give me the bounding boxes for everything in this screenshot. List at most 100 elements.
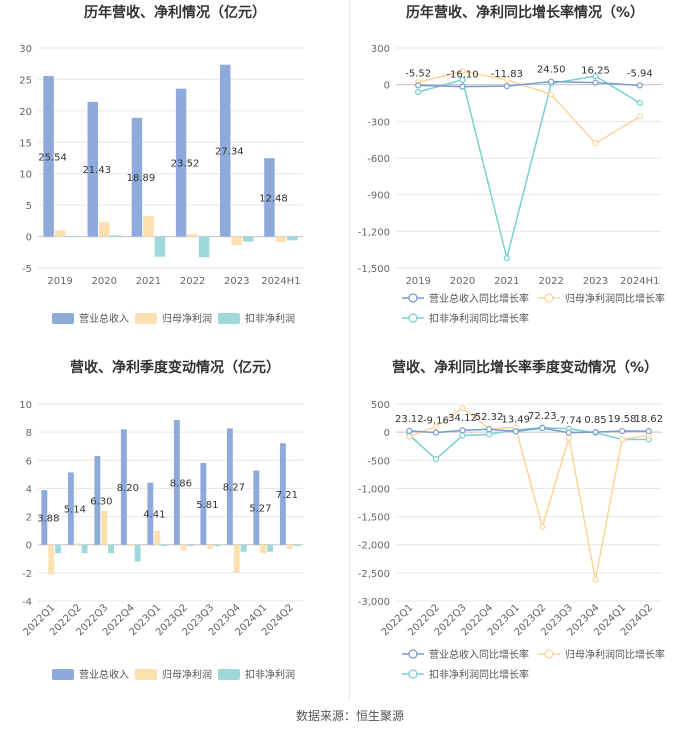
chart-title: 历年营收、净利情况（亿元） [84, 4, 266, 21]
data-point [459, 404, 466, 412]
data-label: 7.21 [276, 490, 298, 501]
data-point [636, 99, 643, 107]
data-point [592, 140, 599, 147]
data-point [459, 68, 466, 75]
legend-label: 营业总收入同比增长率 [429, 648, 529, 661]
data-point [486, 426, 493, 433]
data-point [592, 428, 599, 436]
bar-net-profit [74, 543, 81, 545]
data-label: 52.32 [475, 412, 504, 423]
y-tick-label: 15 [19, 138, 32, 149]
legend-swatch-icon [218, 313, 240, 324]
bar-revenue [120, 429, 127, 545]
y-tick-label: 4 [26, 484, 32, 495]
bar-revenue [94, 456, 101, 545]
data-label: -16.10 [446, 70, 478, 81]
data-label: -7.74 [556, 416, 582, 427]
bar-revenue [226, 428, 233, 545]
x-tick-label: 2024H1 [620, 276, 659, 287]
bar-revenue [147, 482, 154, 545]
y-tick-label: 5 [26, 201, 32, 212]
bar-net-profit [180, 544, 187, 551]
series-line-deducted-line [417, 75, 641, 259]
x-tick-label: 2021 [136, 276, 161, 287]
x-tick-label: 2022 [538, 276, 563, 287]
data-label: 8.20 [117, 483, 139, 494]
bar-deducted-profit [66, 235, 77, 237]
bar-deducted-profit [134, 544, 141, 562]
series-line-net-profit_line [417, 70, 641, 145]
data-label: 12.48 [259, 193, 288, 204]
series-line-revenue-line [418, 80, 640, 88]
legend-swatch-icon [218, 669, 240, 680]
y-tick-label: 20 [19, 107, 32, 118]
data-point [459, 432, 466, 439]
data-point [636, 82, 643, 89]
data-label: -5.52 [405, 68, 431, 79]
x-tick-label: 2023 [583, 276, 608, 287]
bar-net-profit [275, 236, 287, 243]
data-label: 34.12 [448, 413, 477, 424]
data-point [432, 456, 440, 463]
data-label: -11.83 [491, 69, 523, 80]
data-label: 18.89 [127, 173, 156, 184]
annual-growth-chart: 历年营收、净利同比增长率情况（%） 300 0 -300 -600 -900 -1,200 -… [358, 4, 665, 325]
data-point [565, 429, 572, 436]
bar-net-profit [187, 234, 198, 237]
data-label: 72.23 [528, 411, 557, 422]
bar-net-profit [207, 544, 214, 549]
y-tick-label: -1,000 [358, 484, 390, 495]
legend-label: 营业总收入 [79, 668, 129, 681]
data-label: 5.14 [64, 505, 86, 516]
data-point [415, 88, 422, 96]
data-point [432, 423, 440, 430]
data-point [548, 91, 555, 98]
chart-title: 历年营收、净利同比增长率情况（%） [406, 4, 644, 21]
bar-revenue [67, 472, 74, 545]
data-point [486, 431, 493, 438]
series-line-net-profit_line [409, 407, 649, 580]
bar-deducted-profit [154, 236, 166, 257]
bar-deducted-profit [240, 544, 247, 552]
data-source-label: 数据来源：恒生聚源 [295, 709, 404, 723]
annual-values-chart-panel: 历年营收、净利情况（亿元） -5 0 5 10 15 20 25 30 2019 2020 2021 2… [0, 0, 350, 350]
x-tick-label: 2024H1 [261, 276, 300, 287]
bar-net-profit [101, 510, 108, 545]
quarterly-values-chart: 营收、净利季度变动情况（亿元）-4-202468102022Q12022Q220… [19, 359, 303, 681]
data-label: 0.85 [584, 415, 606, 426]
x-tick-label: 2019 [405, 276, 430, 287]
data-point [619, 427, 626, 435]
bar-deducted-profit [81, 544, 88, 554]
data-point [503, 255, 510, 262]
bar-deducted-profit [287, 236, 298, 241]
data-point [406, 433, 413, 440]
x-tick-label: 2020 [92, 276, 117, 287]
legend-label: 扣非净利润同比增长率 [429, 312, 529, 325]
data-label: 13.49 [501, 414, 530, 425]
y-tick-label: 0 [384, 81, 390, 92]
data-label: 21.43 [82, 165, 111, 176]
bar-deducted-profit [293, 544, 300, 547]
legend-label: 扣非净利润同比增长率 [429, 668, 529, 681]
legend-label: 营业总收入同比增长率 [429, 292, 529, 305]
data-point [592, 79, 599, 86]
bar-revenue [43, 76, 54, 237]
legend-swatch-icon [52, 313, 74, 324]
y-tick-label: -600 [367, 154, 390, 165]
legend-label: 扣非净利润 [245, 668, 295, 681]
data-point [512, 428, 519, 435]
series-line-deducted-line [408, 426, 649, 461]
chart-title: 营收、净利季度变动情况（亿元） [70, 359, 280, 376]
legend-label: 归母净利润 [162, 312, 212, 325]
data-label: 19.58 [608, 414, 637, 425]
y-tick-label: 10 [19, 400, 32, 411]
data-label: 8.27 [223, 483, 245, 494]
x-tick-label: 2022 [180, 276, 205, 287]
data-label: 5.81 [196, 500, 218, 511]
legend-marker-icon [408, 669, 418, 679]
legend-marker-icon [408, 649, 418, 659]
y-tick-label: 8 [26, 428, 32, 439]
legend-label: 归母净利润同比增长率 [565, 648, 665, 661]
data-point [503, 76, 510, 83]
bar-net-profit [233, 544, 240, 573]
